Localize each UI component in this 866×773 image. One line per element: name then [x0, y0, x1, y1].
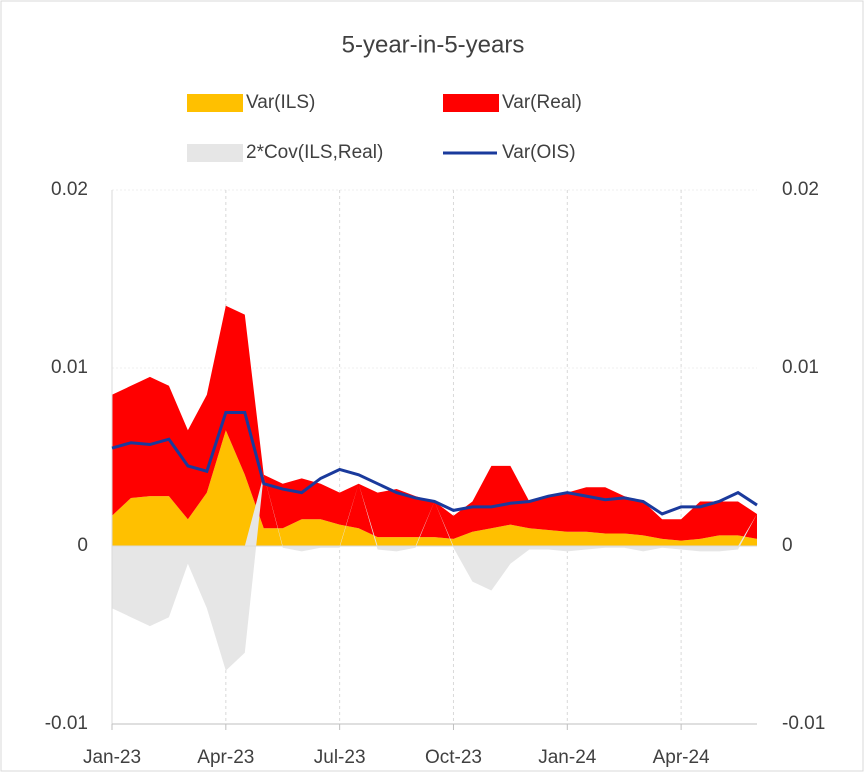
area [112, 305, 757, 541]
legend-label: Var(Real) [502, 92, 582, 113]
y-tick-label: 0 [77, 535, 88, 556]
legend-label: Var(ILS) [246, 92, 315, 113]
area [112, 474, 757, 671]
y-tick-label: -0.01 [45, 713, 88, 734]
x-tick-label: Apr-24 [653, 747, 710, 768]
chart-title: 5-year-in-5-years [342, 31, 525, 58]
x-tick-label: Jan-23 [83, 747, 141, 768]
legend-label: Var(OIS) [502, 142, 576, 163]
legend-swatch [187, 144, 243, 162]
y2-tick-label: 0.01 [782, 357, 819, 378]
y2-tick-label: 0 [782, 535, 793, 556]
x-tick-label: Jul-23 [314, 747, 366, 768]
x-tick-label: Oct-23 [425, 747, 482, 768]
x-tick-label: Jan-24 [538, 747, 597, 768]
line [111, 411, 758, 516]
y-tick-label: 0.01 [51, 357, 88, 378]
x-tick-label: Apr-23 [197, 747, 254, 768]
y-tick-label: 0.02 [51, 179, 88, 200]
legend-swatch [443, 94, 499, 112]
area [112, 430, 757, 546]
legend-swatch [187, 94, 243, 112]
legend-label: 2*Cov(ILS,Real) [246, 142, 383, 163]
y2-tick-label: -0.01 [782, 713, 825, 734]
y2-tick-label: 0.02 [782, 179, 819, 200]
